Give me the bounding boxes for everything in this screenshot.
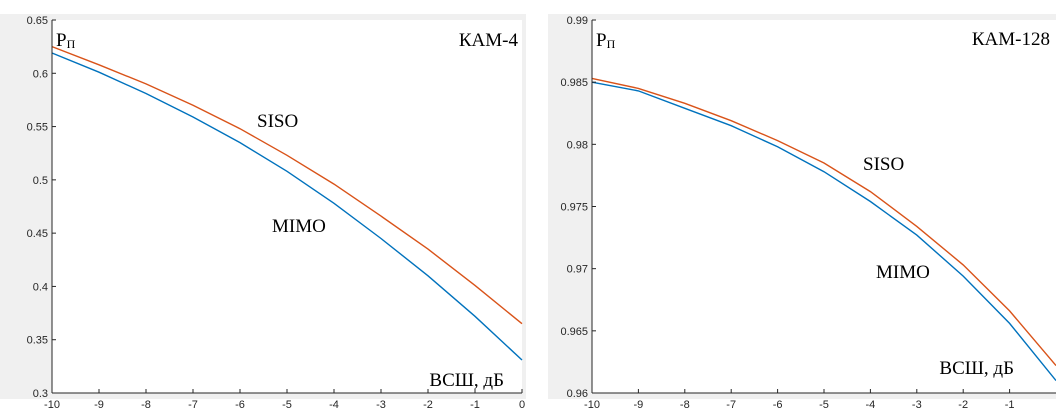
x-tick-label: 0 bbox=[519, 399, 525, 411]
modulation-label: КАМ-4 bbox=[459, 30, 519, 51]
x-tick-label: -9 bbox=[634, 399, 644, 411]
y-tick-label: 0.975 bbox=[560, 202, 588, 214]
y-tick-label: 0.985 bbox=[560, 77, 588, 89]
y-tick-label: 0.3 bbox=[33, 388, 48, 400]
x-tick-label: -8 bbox=[141, 399, 151, 411]
x-tick-label: -6 bbox=[235, 399, 245, 411]
x-tick-label: -4 bbox=[866, 399, 876, 411]
series-line-mimo bbox=[591, 81, 1056, 382]
series-line-mimo bbox=[51, 52, 523, 361]
axes-layer: 0.30.350.40.450.50.550.60.65-10 -9 -8 -7 -6-… bbox=[27, 15, 525, 411]
plot-area bbox=[52, 20, 522, 393]
x-tick-label: -2 bbox=[423, 399, 433, 411]
plot-area bbox=[592, 20, 1056, 393]
chart-kam128: 0.96 0.965 0.97 0.975 0.98 0.985 0.99 -10 -9 -8 -7… bbox=[548, 14, 1056, 411]
chart-kam4: 0.30.350.40.450.50.550.60.65-10 -9 -8 -7 -6-… bbox=[0, 14, 526, 411]
series-layer bbox=[591, 77, 1056, 382]
y-tick-label: 0.5 bbox=[33, 175, 48, 187]
x-tick-label: -1 bbox=[1005, 399, 1015, 411]
x-axis-label: ВСШ, дБ bbox=[429, 370, 504, 391]
axes-layer: 0.96 0.965 0.97 0.975 0.98 0.985 0.99 -10 -9 -8 -7… bbox=[560, 15, 1056, 411]
x-tick-label: -10 bbox=[584, 399, 600, 411]
modulation-label: КАМ-128 bbox=[972, 29, 1050, 50]
mimo-series-label: MIMO bbox=[272, 216, 326, 237]
siso-series-label: SISO bbox=[257, 111, 298, 132]
mimo-series-label: MIMO bbox=[876, 262, 930, 283]
y-tick-label: 0.97 bbox=[567, 264, 588, 276]
y-tick-label: 0.35 bbox=[27, 335, 48, 347]
y-tick-label: 0.98 bbox=[567, 139, 588, 151]
y-axis-label: PП bbox=[56, 30, 76, 51]
x-tick-label: -3 bbox=[376, 399, 386, 411]
y-tick-label: 0.45 bbox=[27, 228, 48, 240]
y-tick-label: 0.965 bbox=[560, 326, 588, 338]
y-tick-label: 0.99 bbox=[567, 15, 588, 27]
y-tick-label: 0.96 bbox=[567, 388, 588, 400]
series-line-siso bbox=[591, 77, 1056, 367]
x-tick-label: -6 bbox=[773, 399, 783, 411]
y-tick-label: 0.6 bbox=[33, 68, 48, 80]
series-layer bbox=[51, 45, 523, 361]
siso-series-label: SISO bbox=[863, 154, 904, 175]
x-tick-label: -5 bbox=[819, 399, 829, 411]
x-tick-label: -8 bbox=[680, 399, 690, 411]
x-tick-label: -9 bbox=[94, 399, 104, 411]
x-tick-label: -10 bbox=[44, 399, 60, 411]
series-line-siso bbox=[51, 45, 523, 325]
x-axis-label: ВСШ, дБ bbox=[939, 358, 1014, 379]
x-tick-label: -5 bbox=[282, 399, 292, 411]
x-tick-label: -7 bbox=[726, 399, 736, 411]
x-tick-label: -7 bbox=[188, 399, 198, 411]
x-tick-label: -1 bbox=[470, 399, 480, 411]
y-tick-label: 0.55 bbox=[27, 122, 48, 134]
y-tick-label: 0.65 bbox=[27, 15, 48, 27]
x-tick-label: -4 bbox=[329, 399, 339, 411]
y-tick-label: 0.4 bbox=[33, 281, 48, 293]
x-tick-label: -3 bbox=[912, 399, 922, 411]
y-axis-label: PП bbox=[596, 30, 616, 51]
x-tick-label: -2 bbox=[958, 399, 968, 411]
